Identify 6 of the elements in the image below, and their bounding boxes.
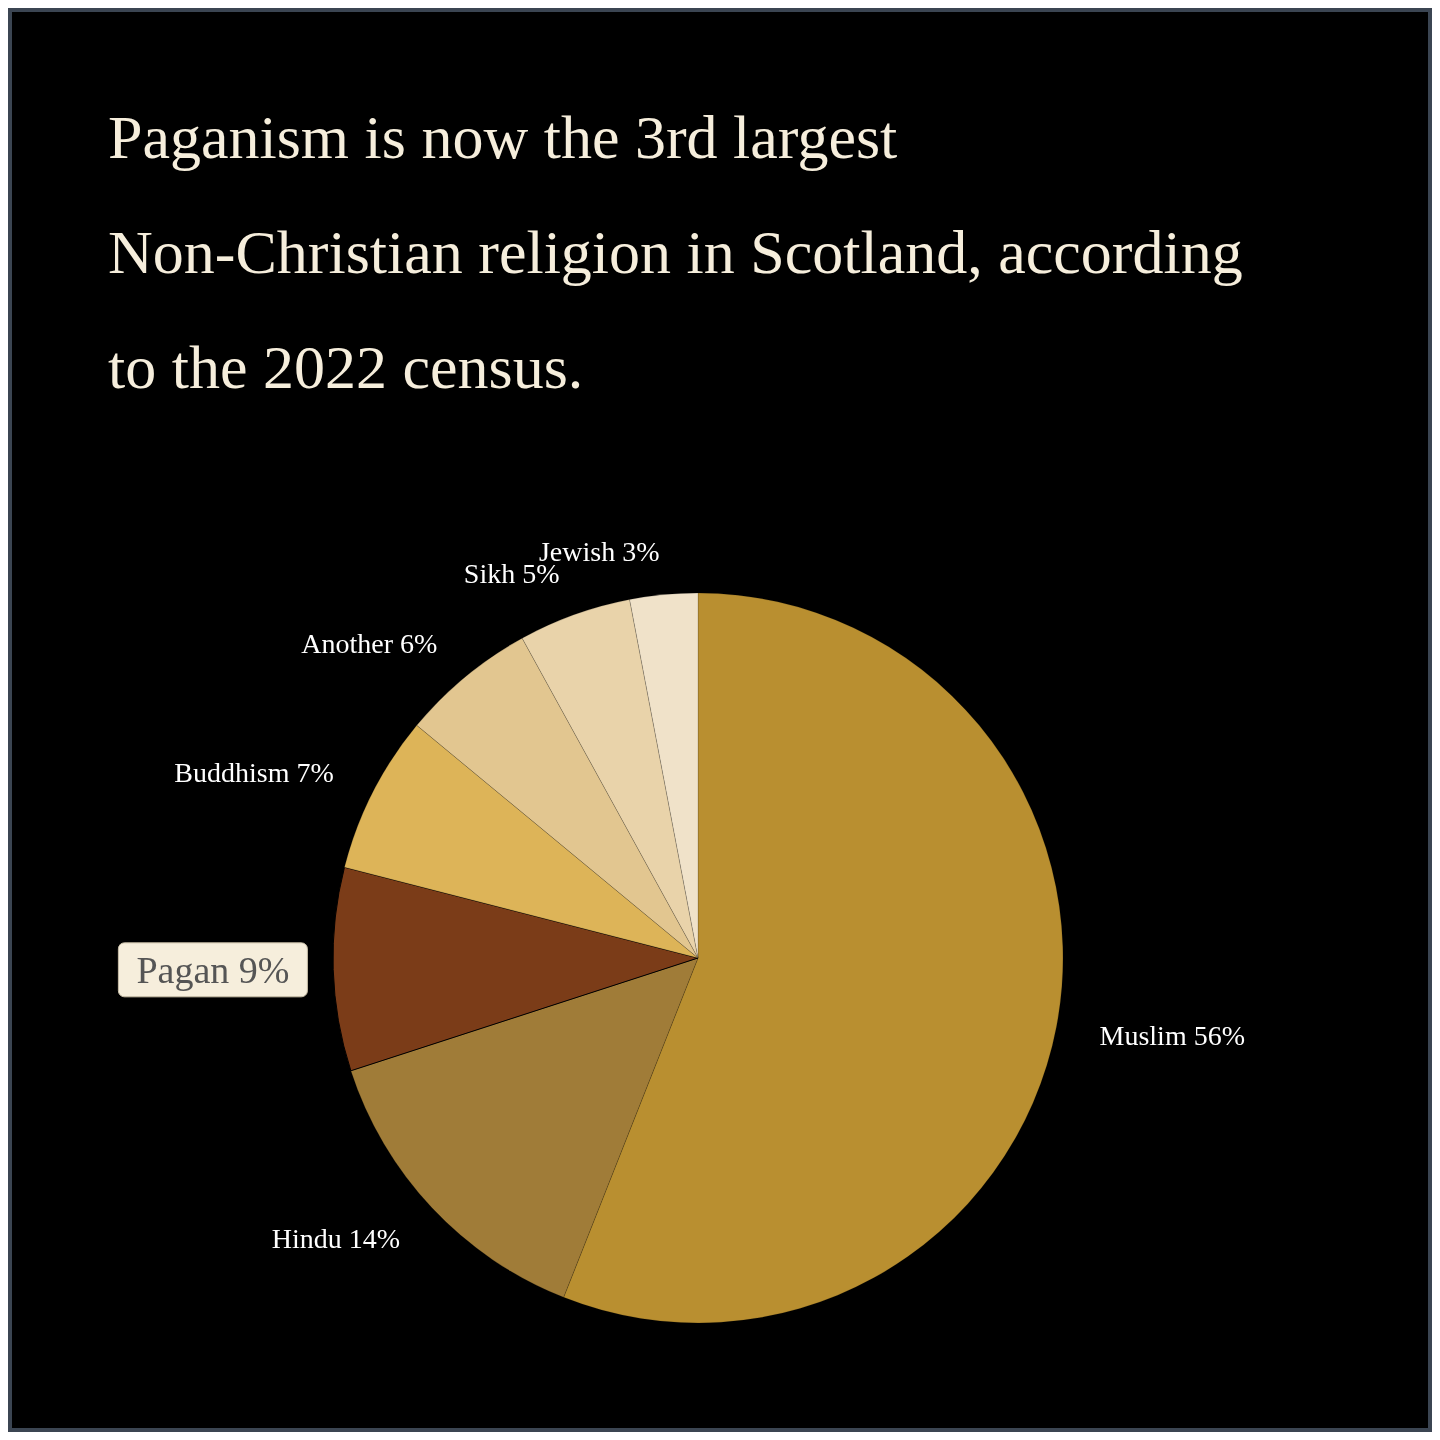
slice-label: Another 6%: [301, 628, 438, 660]
slice-label: Hindu 14%: [271, 1222, 400, 1254]
slice-label: Pagan 9%: [136, 948, 290, 991]
slice-label: Buddhism 7%: [174, 757, 334, 789]
slice-label: Muslim 56%: [1099, 1019, 1246, 1051]
chart-title: Paganism is now the 3rd largest Non-Christian religion in Scotland, according to the 2022 census.: [108, 103, 1243, 401]
